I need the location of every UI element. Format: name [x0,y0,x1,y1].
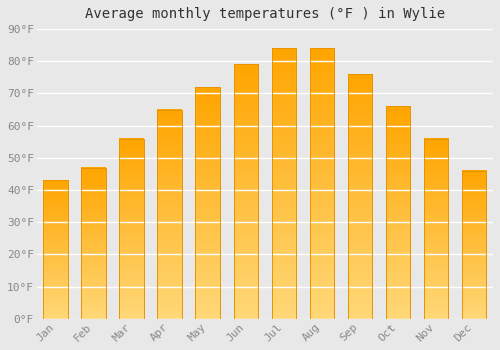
Bar [120,139,144,319]
Bar [462,171,486,319]
Bar [196,87,220,319]
Bar [272,48,296,319]
Bar [310,48,334,319]
Bar [348,74,372,319]
Bar [44,180,68,319]
Bar [386,106,410,319]
Bar [424,139,448,319]
Bar [234,64,258,319]
Title: Average monthly temperatures (°F ) in Wylie: Average monthly temperatures (°F ) in Wy… [85,7,445,21]
Bar [158,110,182,319]
Bar [82,168,106,319]
